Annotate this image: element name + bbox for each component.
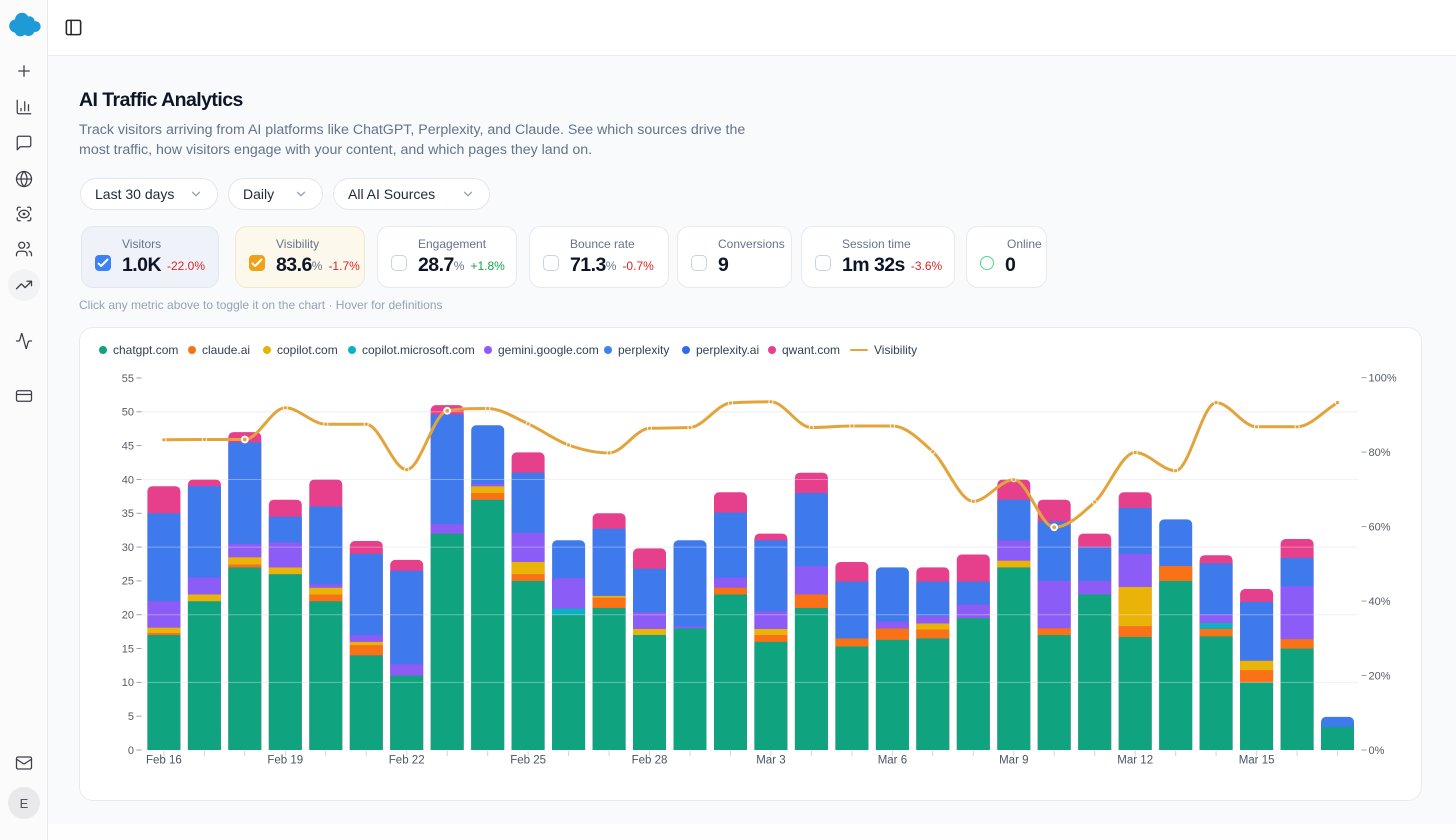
svg-text:45: 45 (122, 440, 134, 452)
svg-text:15: 15 (122, 643, 134, 655)
svg-text:25: 25 (122, 576, 134, 588)
svg-text:20: 20 (122, 610, 134, 622)
svg-text:Mar 9: Mar 9 (999, 755, 1028, 767)
svg-text:30: 30 (122, 542, 134, 554)
svg-text:Mar 12: Mar 12 (1117, 755, 1153, 767)
svg-text:Feb 16: Feb 16 (146, 755, 182, 767)
svg-text:0%: 0% (1369, 745, 1385, 757)
svg-text:100%: 100% (1369, 372, 1397, 384)
svg-text:Feb 19: Feb 19 (267, 755, 303, 767)
svg-text:60%: 60% (1369, 521, 1391, 533)
svg-text:10: 10 (122, 677, 134, 689)
svg-text:80%: 80% (1369, 447, 1391, 459)
svg-text:55: 55 (122, 373, 134, 385)
svg-text:5: 5 (128, 711, 134, 723)
svg-text:50: 50 (122, 407, 134, 419)
svg-text:40%: 40% (1369, 596, 1391, 608)
svg-text:35: 35 (122, 508, 134, 520)
svg-text:0: 0 (128, 745, 134, 757)
svg-text:Feb 28: Feb 28 (632, 755, 668, 767)
svg-text:Mar 15: Mar 15 (1239, 755, 1275, 767)
svg-text:Feb 25: Feb 25 (510, 755, 546, 767)
svg-text:Feb 22: Feb 22 (389, 755, 425, 767)
svg-text:40: 40 (122, 474, 134, 486)
svg-text:20%: 20% (1369, 670, 1391, 682)
svg-text:Mar 6: Mar 6 (878, 755, 907, 767)
svg-text:Mar 3: Mar 3 (756, 755, 785, 767)
